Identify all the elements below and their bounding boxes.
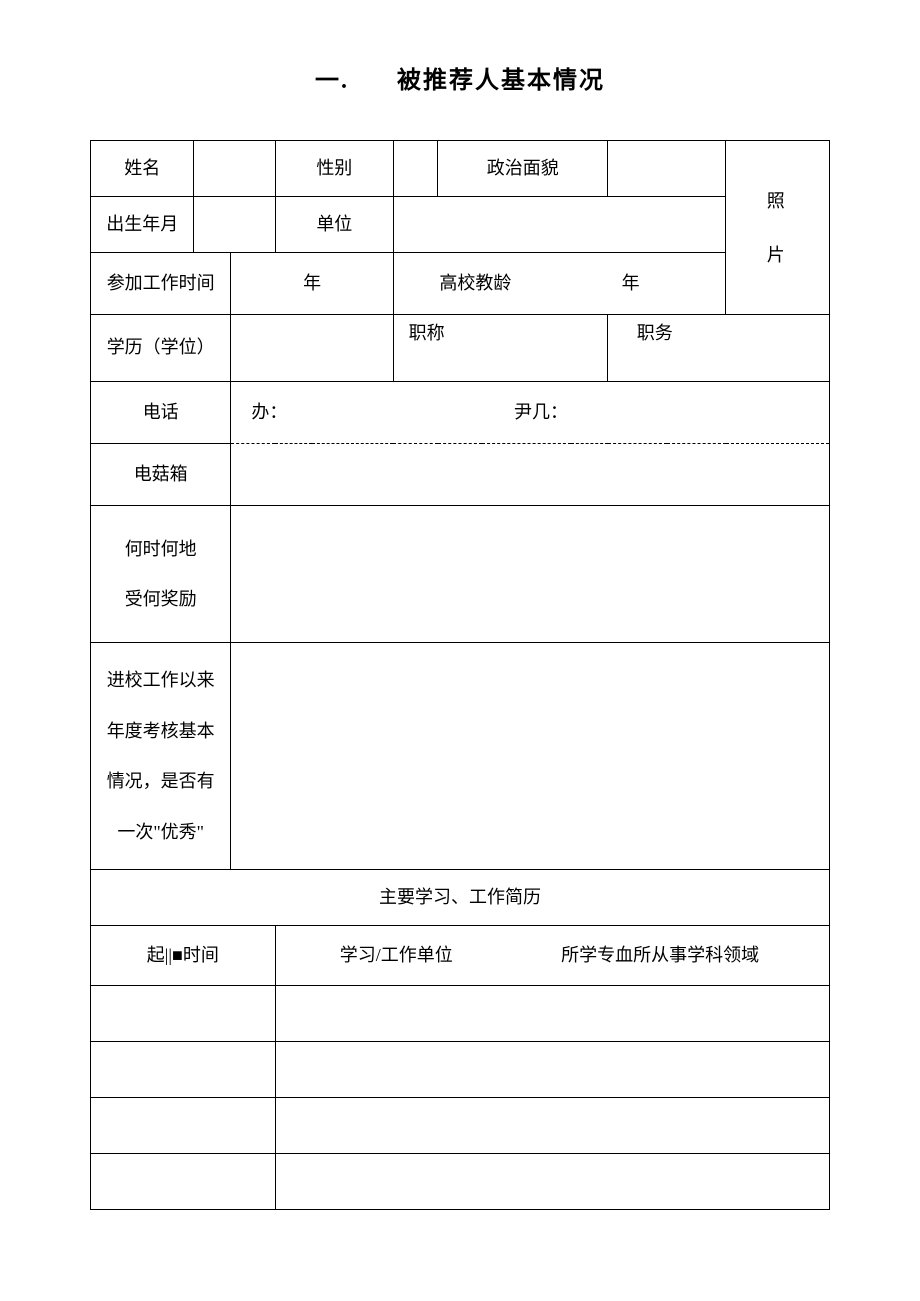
label-resume-header: 主要学习、工作简历 xyxy=(91,869,830,925)
label-work-start: 参加工作时间 xyxy=(91,253,231,315)
title-text: 被推荐人基本情况 xyxy=(397,68,605,94)
label-title-rank: 职称 xyxy=(393,315,607,382)
label-resume-unit-field: 学习/工作单位 所学专血所从事学科领域 xyxy=(275,925,829,985)
resume-row-time xyxy=(91,1097,276,1153)
photo-line2: 片 xyxy=(767,245,789,265)
page-title: 一. 被推荐人基本情况 xyxy=(90,60,830,95)
basic-info-table: 姓名 性别 政治面貌 照 片 出生年月 单位 参加工作时间 年 高校教龄 年 学… xyxy=(90,140,830,1210)
value-phone: 办： 尹几： xyxy=(231,381,830,443)
photo-line1: 照 xyxy=(767,191,789,211)
value-awards xyxy=(231,505,830,643)
label-teaching-age: 高校教龄 年 xyxy=(393,253,726,315)
value-education xyxy=(231,315,394,382)
resume-row-content xyxy=(275,1097,829,1153)
label-evaluation: 进校工作以来 年度考核基本 情况，是否有 一次"优秀" xyxy=(91,643,231,870)
label-resume-time: 起||■时间 xyxy=(91,925,276,985)
photo-placeholder: 照 片 xyxy=(726,141,830,315)
label-political: 政治面貌 xyxy=(438,141,608,197)
label-birth: 出生年月 xyxy=(91,197,194,253)
resume-row-time xyxy=(91,985,276,1041)
label-phone: 电话 xyxy=(91,381,231,443)
label-name: 姓名 xyxy=(91,141,194,197)
resume-row-content xyxy=(275,985,829,1041)
label-gender: 性别 xyxy=(275,141,393,197)
value-political xyxy=(608,141,726,197)
value-birth xyxy=(194,197,275,253)
phone-mobile-label: 尹几： xyxy=(514,398,568,427)
resume-row-time xyxy=(91,1041,276,1097)
value-gender xyxy=(393,141,437,197)
title-number: 一. xyxy=(315,68,349,94)
label-position: 职务 xyxy=(608,315,830,382)
value-evaluation xyxy=(231,643,830,870)
resume-row-time xyxy=(91,1153,276,1209)
resume-row-content xyxy=(275,1041,829,1097)
value-email xyxy=(231,443,830,505)
value-work-start: 年 xyxy=(231,253,394,315)
value-name xyxy=(194,141,275,197)
label-education: 学历（学位） xyxy=(91,315,231,382)
label-awards: 何时何地 受何奖励 xyxy=(91,505,231,643)
value-unit xyxy=(393,197,726,253)
resume-row-content xyxy=(275,1153,829,1209)
label-email: 电菇箱 xyxy=(91,443,231,505)
label-unit: 单位 xyxy=(275,197,393,253)
phone-office-label: 办： xyxy=(251,398,509,427)
